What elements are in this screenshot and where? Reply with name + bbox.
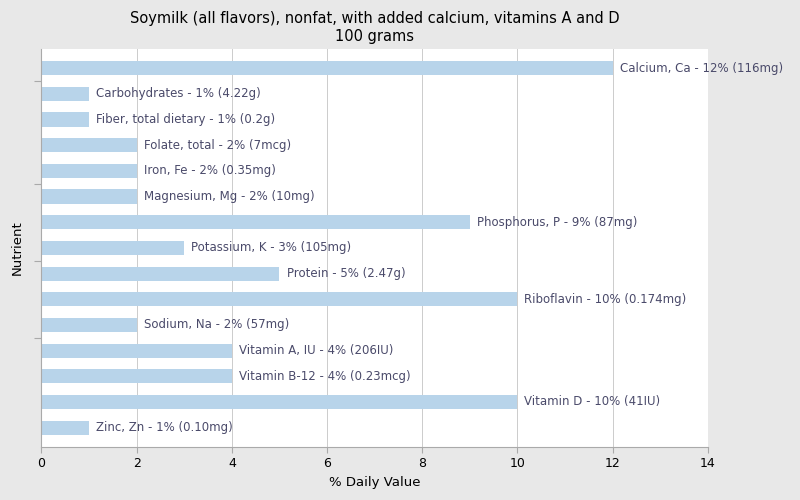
Bar — [42, 241, 184, 255]
Bar — [42, 318, 137, 332]
Text: Riboflavin - 10% (0.174mg): Riboflavin - 10% (0.174mg) — [525, 292, 686, 306]
Text: Vitamin A, IU - 4% (206IU): Vitamin A, IU - 4% (206IU) — [239, 344, 394, 357]
Bar — [42, 86, 89, 101]
Y-axis label: Nutrient: Nutrient — [11, 220, 24, 276]
Bar — [42, 369, 232, 384]
Title: Soymilk (all flavors), nonfat, with added calcium, vitamins A and D
100 grams: Soymilk (all flavors), nonfat, with adde… — [130, 11, 619, 44]
Bar — [42, 344, 232, 357]
Text: Zinc, Zn - 1% (0.10mg): Zinc, Zn - 1% (0.10mg) — [96, 421, 233, 434]
Text: Protein - 5% (2.47g): Protein - 5% (2.47g) — [286, 267, 405, 280]
Bar — [42, 395, 518, 409]
Text: Fiber, total dietary - 1% (0.2g): Fiber, total dietary - 1% (0.2g) — [96, 113, 275, 126]
Text: Vitamin B-12 - 4% (0.23mcg): Vitamin B-12 - 4% (0.23mcg) — [239, 370, 410, 383]
Text: Folate, total - 2% (7mcg): Folate, total - 2% (7mcg) — [144, 138, 291, 151]
Text: Iron, Fe - 2% (0.35mg): Iron, Fe - 2% (0.35mg) — [144, 164, 276, 177]
Text: Phosphorus, P - 9% (87mg): Phosphorus, P - 9% (87mg) — [477, 216, 638, 228]
Bar — [42, 138, 137, 152]
Text: Potassium, K - 3% (105mg): Potassium, K - 3% (105mg) — [191, 242, 351, 254]
X-axis label: % Daily Value: % Daily Value — [329, 476, 420, 489]
Bar — [42, 292, 518, 306]
Text: Sodium, Na - 2% (57mg): Sodium, Na - 2% (57mg) — [144, 318, 289, 332]
Bar — [42, 190, 137, 203]
Bar — [42, 215, 470, 230]
Text: Vitamin D - 10% (41IU): Vitamin D - 10% (41IU) — [525, 396, 661, 408]
Bar — [42, 112, 89, 126]
Bar — [42, 164, 137, 178]
Text: Carbohydrates - 1% (4.22g): Carbohydrates - 1% (4.22g) — [96, 88, 261, 101]
Bar — [42, 266, 279, 280]
Bar — [42, 420, 89, 434]
Text: Magnesium, Mg - 2% (10mg): Magnesium, Mg - 2% (10mg) — [144, 190, 314, 203]
Bar — [42, 61, 613, 75]
Text: Calcium, Ca - 12% (116mg): Calcium, Ca - 12% (116mg) — [620, 62, 782, 74]
